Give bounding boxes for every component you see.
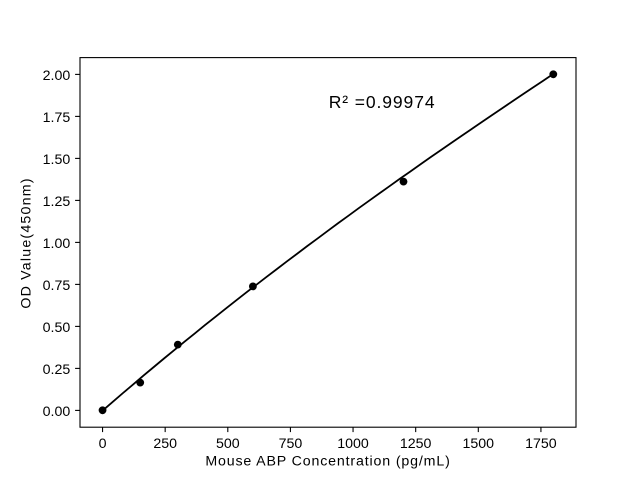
- svg-text:0.75: 0.75: [43, 278, 71, 294]
- svg-text:1.25: 1.25: [43, 194, 71, 210]
- svg-text:1500: 1500: [463, 436, 495, 452]
- svg-text:0.00: 0.00: [43, 404, 71, 420]
- svg-text:2.00: 2.00: [43, 68, 71, 84]
- svg-text:1250: 1250: [400, 436, 432, 452]
- svg-text:1.50: 1.50: [43, 152, 71, 168]
- svg-text:R² =0.99974: R² =0.99974: [329, 92, 436, 112]
- svg-text:0.50: 0.50: [43, 320, 71, 336]
- svg-text:OD Value(450nm): OD Value(450nm): [19, 177, 35, 308]
- svg-text:250: 250: [153, 436, 177, 452]
- svg-text:1.00: 1.00: [43, 236, 71, 252]
- svg-text:1.75: 1.75: [43, 110, 71, 126]
- svg-text:0.25: 0.25: [43, 362, 71, 378]
- svg-text:500: 500: [216, 436, 240, 452]
- svg-text:1750: 1750: [525, 436, 557, 452]
- svg-text:1000: 1000: [337, 436, 369, 452]
- svg-text:Mouse ABP Concentration (pg/mL: Mouse ABP Concentration (pg/mL): [205, 453, 450, 469]
- svg-text:0: 0: [99, 436, 107, 452]
- svg-text:750: 750: [279, 436, 303, 452]
